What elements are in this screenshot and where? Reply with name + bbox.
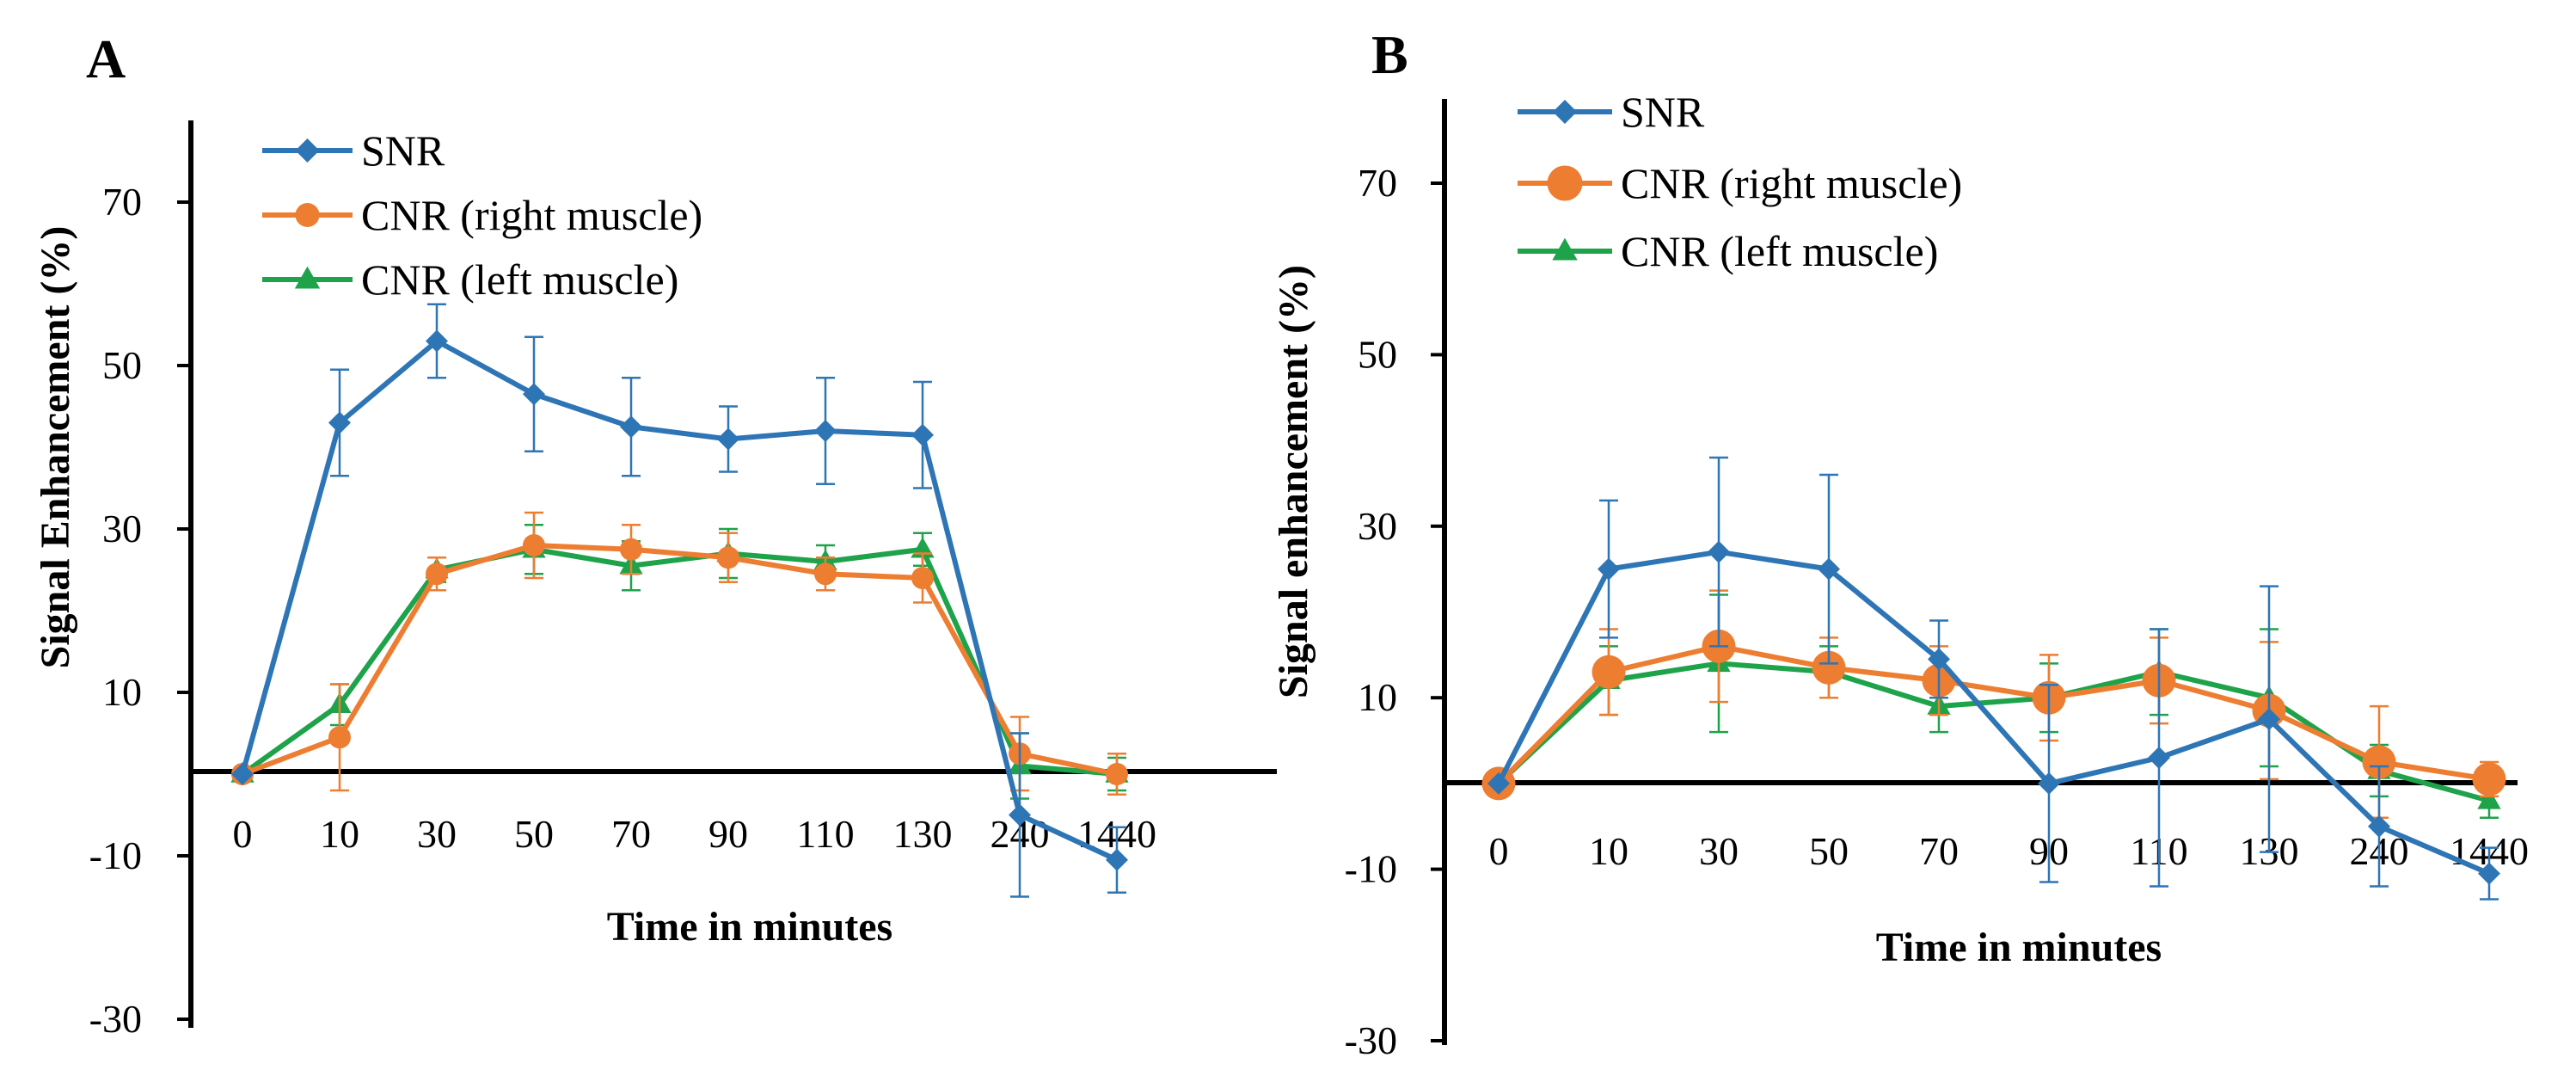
series-1 bbox=[231, 511, 1128, 796]
data-point bbox=[814, 420, 837, 442]
x-tick-label: 0 bbox=[1489, 829, 1509, 873]
data-point bbox=[1708, 540, 1730, 563]
x-tick-label: 110 bbox=[796, 812, 854, 856]
data-point bbox=[911, 567, 934, 589]
series-0 bbox=[1487, 456, 2500, 901]
x-axis-title: Time in minutes bbox=[607, 904, 892, 950]
data-point bbox=[620, 415, 642, 439]
data-point bbox=[1818, 557, 1840, 581]
y-axis-title: Signal enhancement (%) bbox=[1271, 265, 1316, 698]
data-point bbox=[426, 563, 448, 586]
y-tick-label: 70 bbox=[102, 180, 142, 224]
series-line bbox=[1496, 643, 2490, 786]
y-tick-label: 30 bbox=[102, 507, 142, 550]
data-point bbox=[1928, 648, 1950, 671]
x-tick-label: 90 bbox=[708, 812, 748, 856]
series-line bbox=[1496, 549, 2491, 876]
series-0 bbox=[231, 303, 1128, 898]
data-point bbox=[911, 423, 934, 446]
legend-marker bbox=[295, 203, 320, 227]
legend-marker bbox=[295, 138, 320, 163]
legend: SNR CNR (right muscle) CNR (left muscle) bbox=[262, 126, 702, 304]
data-point bbox=[1812, 650, 1846, 685]
data-point bbox=[717, 427, 739, 451]
data-point bbox=[620, 538, 642, 561]
x-tick-label: 70 bbox=[1919, 829, 1959, 873]
legend-label: SNR bbox=[1621, 88, 1705, 136]
legend-marker bbox=[1552, 237, 1578, 261]
y-tick-label: -10 bbox=[89, 833, 142, 877]
data-point bbox=[1106, 763, 1128, 785]
y-tick-label: 10 bbox=[102, 670, 142, 714]
data-point bbox=[426, 329, 448, 353]
data-point bbox=[2477, 788, 2501, 809]
legend-label: CNR (right muscle) bbox=[361, 191, 702, 239]
series-line bbox=[241, 546, 1118, 777]
data-point bbox=[2148, 746, 2170, 769]
panel-letter-b: B bbox=[1371, 24, 1408, 85]
data-point bbox=[1487, 772, 1510, 795]
legend-label: CNR (left muscle) bbox=[1621, 227, 1938, 275]
data-point bbox=[1106, 848, 1128, 871]
x-tick-label: 30 bbox=[417, 812, 457, 856]
legend-label: SNR bbox=[361, 126, 445, 175]
legend-marker bbox=[1553, 100, 1577, 124]
x-axis-title: Time in minutes bbox=[1876, 925, 2162, 970]
series-line bbox=[1496, 661, 2490, 803]
data-point bbox=[523, 534, 545, 556]
x-tick-label: 50 bbox=[514, 812, 554, 856]
y-tick-label: 30 bbox=[1358, 504, 1397, 548]
y-tick-label: 10 bbox=[1358, 675, 1397, 719]
legend-label: CNR (right muscle) bbox=[1621, 159, 1962, 207]
data-point bbox=[2258, 708, 2280, 731]
data-point bbox=[2038, 772, 2060, 795]
legend-marker bbox=[294, 266, 321, 289]
series-line bbox=[240, 338, 1119, 863]
data-point bbox=[2368, 815, 2390, 838]
data-point bbox=[1009, 803, 1031, 827]
y-tick-label: 70 bbox=[1358, 161, 1397, 205]
y-tick-label: -30 bbox=[1345, 1018, 1397, 1062]
x-tick-label: 0 bbox=[233, 812, 253, 856]
data-point bbox=[717, 546, 739, 569]
x-tick-label: 70 bbox=[611, 812, 651, 856]
x-tick-label: 10 bbox=[1589, 829, 1628, 873]
y-tick-label: -10 bbox=[1345, 847, 1397, 891]
data-point bbox=[231, 763, 254, 785]
panel-letter-a: A bbox=[86, 28, 126, 89]
x-tick-label: 130 bbox=[893, 812, 953, 856]
data-point bbox=[2362, 745, 2396, 779]
y-tick-label: 50 bbox=[102, 343, 142, 387]
data-point bbox=[1598, 557, 1620, 581]
x-tick-label: 10 bbox=[320, 812, 359, 856]
legend-marker bbox=[1547, 165, 1583, 201]
x-tick-label: 30 bbox=[1699, 829, 1739, 873]
x-tick-label: 50 bbox=[1809, 829, 1849, 873]
data-point bbox=[523, 383, 545, 406]
legend-label: CNR (left muscle) bbox=[361, 255, 678, 304]
series-line bbox=[241, 543, 1118, 777]
data-point bbox=[328, 726, 351, 749]
data-point bbox=[2472, 762, 2506, 796]
data-point bbox=[2478, 862, 2500, 885]
chart-panel-b: 70503010-10-30010305070901101302401440Si… bbox=[1271, 88, 2529, 1062]
data-point bbox=[1592, 655, 1626, 689]
legend: SNR CNR (right muscle) CNR (left muscle) bbox=[1518, 88, 1962, 275]
series-1 bbox=[1481, 589, 2506, 820]
data-point bbox=[814, 563, 837, 586]
y-axis-title: Signal Enhancement (%) bbox=[33, 226, 78, 669]
y-tick-label: 50 bbox=[1358, 332, 1397, 376]
data-point bbox=[328, 411, 351, 434]
y-tick-label: -30 bbox=[89, 997, 142, 1041]
series-2 bbox=[230, 524, 1129, 800]
